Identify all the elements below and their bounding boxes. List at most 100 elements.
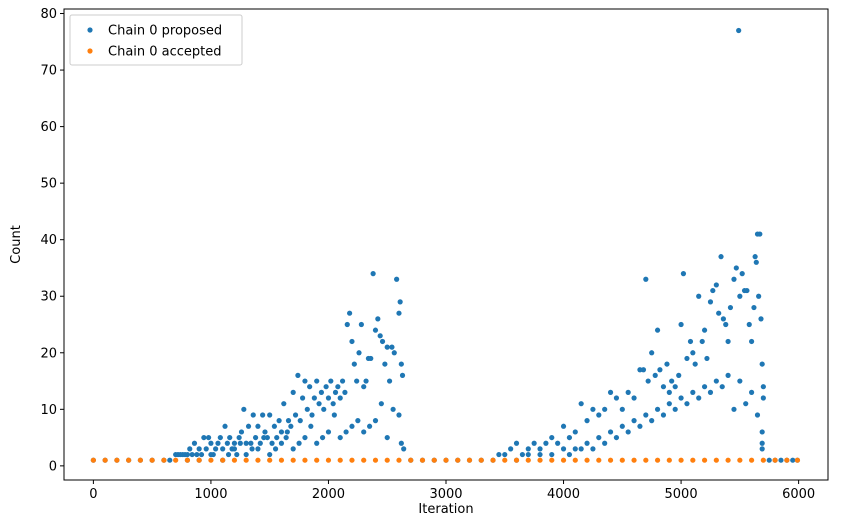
point-series-0-115 [349,423,355,429]
point-series-0-111 [255,446,261,452]
point-series-1-30 [443,457,449,463]
point-series-1-58 [772,457,778,463]
point-series-0-58 [290,389,296,395]
point-series-0-86 [356,350,362,356]
point-series-0-162 [560,423,567,429]
point-series-1-26 [396,457,402,463]
point-series-0-84 [351,361,357,367]
point-series-0-45 [260,412,266,418]
point-series-0-152 [502,451,508,458]
point-series-0-164 [572,429,578,435]
point-series-0-259 [696,395,702,401]
point-series-0-190 [680,271,687,277]
point-series-0-218 [752,254,758,260]
point-series-1-42 [584,457,590,463]
point-series-0-238 [654,406,661,412]
point-series-0-265 [759,429,765,435]
point-series-1-52 [701,457,708,463]
point-series-0-85 [354,378,360,384]
point-series-0-240 [678,395,684,401]
point-series-0-210 [736,27,742,34]
point-series-0-123 [337,434,343,441]
point-series-0-184 [664,361,670,367]
point-series-0-136 [378,401,384,407]
point-series-0-208 [731,276,737,282]
point-series-0-116 [372,418,379,424]
point-series-0-23 [208,440,214,446]
point-series-0-212 [739,271,745,277]
x-tick-label-0: 0 [89,487,97,502]
point-series-0-153 [508,446,514,452]
point-series-0-29 [222,423,228,429]
point-series-0-53 [278,429,285,435]
point-series-0-33 [231,440,238,446]
point-series-0-268 [766,457,772,463]
point-series-0-173 [625,389,631,395]
point-series-0-75 [330,401,336,407]
point-series-0-195 [696,293,702,299]
point-series-0-224 [759,361,765,367]
point-series-0-63 [302,378,308,384]
point-series-0-194 [692,361,698,367]
x-tick-label-4: 4000 [547,487,580,502]
point-series-0-70 [318,389,325,395]
point-series-0-159 [543,440,549,446]
point-series-0-16 [191,440,198,446]
point-series-1-49 [666,457,672,463]
point-series-0-132 [319,434,326,441]
plot-points [90,27,801,463]
point-series-0-103 [396,310,402,316]
point-series-0-170 [607,389,614,395]
point-series-0-68 [314,378,320,384]
point-series-0-255 [649,418,655,424]
point-series-1-54 [725,457,731,463]
point-series-0-40 [248,440,254,446]
point-series-0-168 [596,412,602,418]
point-series-1-16 [278,457,285,463]
y-axis-label: Count [9,225,24,264]
point-series-0-138 [331,412,337,418]
point-series-0-196 [699,338,705,345]
point-series-0-228 [537,451,543,458]
legend-entry-accepted: Chain 0 accepted [108,45,222,60]
point-series-0-112 [278,440,285,446]
point-series-1-18 [302,457,308,463]
point-series-1-39 [549,457,555,463]
point-series-0-83 [349,338,355,345]
point-series-0-176 [640,367,647,373]
y-tick-label-3: 30 [40,290,57,305]
point-series-0-191 [684,355,690,362]
y-tick-label-0: 0 [49,459,57,474]
point-series-1-17 [290,457,296,463]
point-series-0-182 [657,367,663,373]
point-series-0-189 [678,321,684,328]
point-series-0-234 [607,429,614,435]
point-series-0-19 [198,451,205,458]
point-series-0-264 [754,412,761,418]
point-series-0-18 [196,446,202,452]
point-series-0-233 [596,434,602,441]
point-series-0-253 [625,429,631,435]
x-tick-label-5: 5000 [665,487,698,502]
point-series-0-110 [231,446,238,452]
point-series-1-9 [196,457,202,463]
point-series-0-246 [749,389,755,395]
point-series-0-87 [358,321,364,328]
point-series-0-201 [713,282,719,288]
point-series-0-36 [238,429,245,435]
point-series-0-160 [549,434,555,441]
point-series-1-10 [208,457,214,463]
point-series-0-20 [201,434,207,441]
point-series-1-35 [502,457,508,463]
point-series-1-25 [384,457,390,463]
point-series-0-21 [203,446,209,452]
point-series-0-126 [398,440,404,446]
point-series-0-102 [394,276,400,282]
point-series-0-158 [537,446,543,452]
point-series-1-51 [690,457,696,463]
x-axis-label: Iteration [418,502,473,517]
point-series-0-128 [225,451,232,458]
point-series-1-53 [713,457,719,463]
y-tick-label-4: 40 [40,233,57,248]
point-series-0-200 [710,287,716,294]
